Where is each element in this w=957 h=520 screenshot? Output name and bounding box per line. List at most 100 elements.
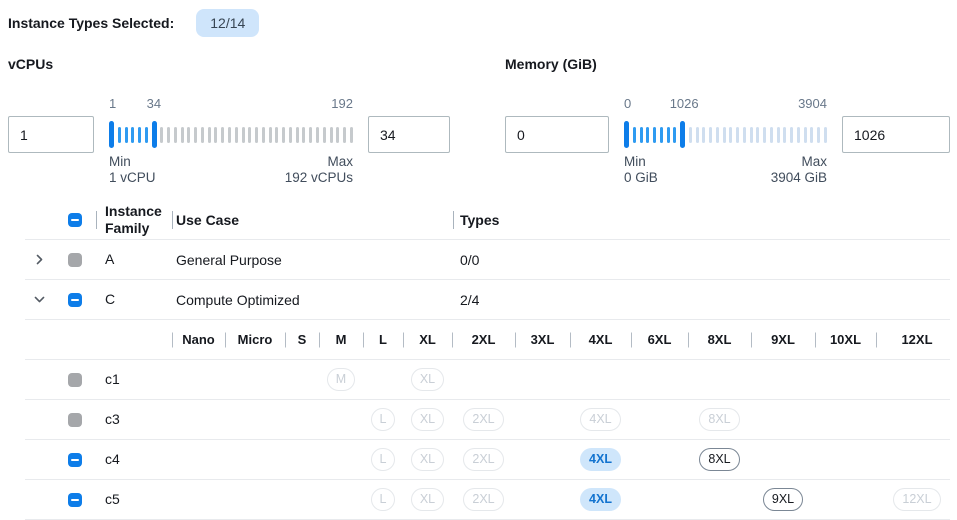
slider-tick [322, 126, 326, 143]
size-pill-8xl: 8XL [699, 408, 740, 431]
size-cell-m [319, 400, 363, 439]
size-cell-s [285, 400, 319, 439]
size-cell-6xl [631, 440, 688, 479]
slider-tick-selected [673, 126, 677, 143]
slider-tick [729, 126, 733, 143]
instance-checkbox[interactable] [67, 452, 82, 467]
size-pill-m: M [326, 368, 356, 391]
size-cell-xl: XL [403, 400, 452, 439]
expand-chevron-icon[interactable] [31, 292, 47, 308]
slider-tick [180, 126, 184, 143]
slider-tick [241, 126, 245, 143]
slider-tick [261, 126, 265, 143]
slider-tick [207, 126, 211, 143]
instance-checkbox[interactable] [67, 492, 82, 507]
selected-count-badge: 12/14 [196, 9, 260, 37]
size-cell-12xl [876, 360, 957, 399]
family-use-case: General Purpose [176, 251, 282, 268]
size-pill-9xl[interactable]: 9XL [762, 488, 804, 511]
size-cell-8xl [688, 360, 751, 399]
size-pill-4xl[interactable]: 4XL [580, 448, 621, 471]
slider-handle-max[interactable] [151, 121, 157, 148]
size-cell-l [363, 360, 403, 399]
memory-title: Memory (GiB) [505, 56, 597, 72]
slider-tick [823, 126, 827, 143]
size-cell-s [285, 440, 319, 479]
size-cell-9xl [751, 360, 815, 399]
slider-tick [160, 126, 164, 143]
slider-tick [803, 126, 807, 143]
instance-checkbox[interactable] [67, 372, 82, 387]
size-cell-8xl: 8XL [688, 400, 751, 439]
size-cell-3xl [515, 360, 570, 399]
vcpus-scale-current: 34 [146, 96, 162, 111]
size-column-header-m: M [319, 320, 363, 359]
instance-row-c4: c4 L XL 2XL 4XL 8XL [25, 440, 950, 480]
size-column-header-2xl: 2XL [452, 320, 515, 359]
memory-slider: 0 1026 3904 Min 0 GiB Max 3904 GiB [624, 96, 827, 186]
slider-tick [167, 126, 171, 143]
size-cell-9xl: 9XL [751, 480, 815, 519]
slider-tick [214, 126, 218, 143]
size-column-header-3xl: 3XL [515, 320, 570, 359]
slider-tick [302, 126, 306, 143]
table-header-row: Instance Family Use Case Types [25, 200, 950, 240]
vcpus-slider-track[interactable] [109, 116, 353, 153]
vcpus-to-input[interactable] [368, 116, 450, 153]
size-cell-6xl [631, 480, 688, 519]
memory-from-input[interactable] [505, 116, 609, 153]
slider-tick [709, 126, 712, 143]
size-cell-xl: XL [403, 440, 452, 479]
slider-handle-max[interactable] [680, 121, 685, 148]
select-all-checkbox[interactable] [67, 212, 82, 227]
size-pill-l: L [370, 448, 396, 471]
slider-tick [769, 126, 773, 143]
instance-name: c3 [105, 411, 120, 427]
size-cell-nano [172, 400, 225, 439]
size-cell-l: L [363, 480, 403, 519]
slider-tick-selected [117, 126, 121, 143]
expand-chevron-icon[interactable] [31, 252, 47, 268]
vcpus-from-input[interactable] [8, 116, 94, 153]
size-cell-2xl: 2XL [452, 400, 515, 439]
memory-to-input[interactable] [842, 116, 950, 153]
vcpus-max-value: 192 vCPUs [284, 170, 353, 185]
slider-handle-min[interactable] [109, 121, 114, 148]
size-cell-10xl [815, 440, 876, 479]
family-name: C [105, 291, 116, 307]
slider-tick [790, 126, 793, 143]
filters-section: vCPUs 1 34 192 Min 1 vCPU [8, 56, 950, 186]
memory-scale-start: 0 [624, 96, 632, 111]
memory-filter: Memory (GiB) 0 1026 3904 Min 0 GiB [505, 56, 950, 186]
instance-name: c5 [105, 491, 120, 507]
slider-tick [329, 126, 333, 143]
size-cell-3xl [515, 400, 570, 439]
vcpus-scale-end: 192 [331, 96, 353, 111]
slider-tick [194, 126, 198, 143]
memory-slider-track[interactable] [624, 116, 827, 153]
selection-summary: Instance Types Selected: 12/14 [8, 8, 950, 38]
size-cell-4xl: 4XL [570, 480, 631, 519]
memory-max-label: Max [801, 154, 827, 169]
instance-checkbox[interactable] [67, 412, 82, 427]
slider-handle-min[interactable] [624, 121, 629, 148]
size-cell-m [319, 440, 363, 479]
slider-tick [736, 126, 739, 143]
size-pill-4xl[interactable]: 4XL [580, 488, 621, 511]
size-cell-nano [172, 440, 225, 479]
size-cell-s [285, 360, 319, 399]
slider-tick-selected [124, 126, 128, 143]
size-cell-6xl [631, 400, 688, 439]
size-pill-8xl[interactable]: 8XL [699, 448, 740, 471]
family-use-case: Compute Optimized [176, 291, 300, 308]
size-cell-3xl [515, 480, 570, 519]
slider-tick [742, 126, 746, 143]
slider-tick-selected [131, 126, 135, 143]
family-checkbox[interactable] [67, 252, 82, 267]
size-cell-s [285, 480, 319, 519]
vcpus-slider: 1 34 192 Min 1 vCPU Max 192 vCPUs [109, 96, 353, 186]
family-checkbox[interactable] [67, 292, 82, 307]
size-cell-6xl [631, 360, 688, 399]
column-header-types: Types [453, 200, 950, 239]
size-column-header-6xl: 6XL [631, 320, 688, 359]
